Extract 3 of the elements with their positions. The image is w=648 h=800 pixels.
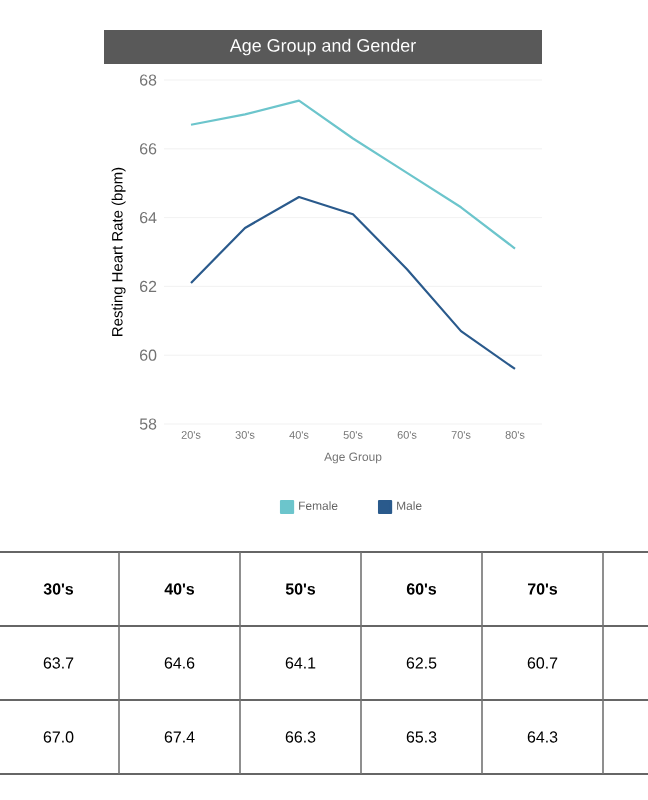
line-series (189, 195, 517, 371)
chart-title: Age Group and Gender (229, 38, 416, 56)
line-series (189, 99, 517, 250)
